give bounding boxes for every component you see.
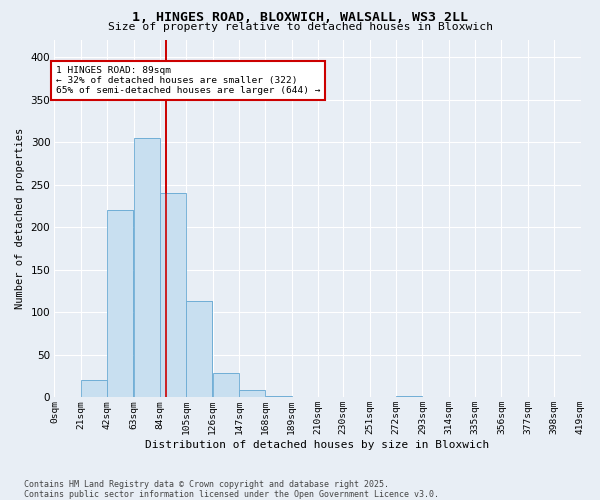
Bar: [239, 390, 265, 397]
Bar: [266, 396, 292, 397]
Y-axis label: Number of detached properties: Number of detached properties: [15, 128, 25, 309]
Bar: [213, 374, 239, 397]
Bar: [396, 396, 422, 397]
Bar: [81, 380, 107, 397]
Bar: [160, 193, 186, 397]
Bar: [160, 193, 186, 397]
Bar: [239, 390, 265, 397]
Bar: [266, 396, 292, 397]
Bar: [213, 374, 239, 397]
Text: Contains HM Land Registry data © Crown copyright and database right 2025.
Contai: Contains HM Land Registry data © Crown c…: [24, 480, 439, 499]
Text: Size of property relative to detached houses in Bloxwich: Size of property relative to detached ho…: [107, 22, 493, 32]
Text: 1 HINGES ROAD: 89sqm
← 32% of detached houses are smaller (322)
65% of semi-deta: 1 HINGES ROAD: 89sqm ← 32% of detached h…: [56, 66, 320, 96]
Bar: [396, 396, 422, 397]
Bar: [107, 210, 133, 397]
X-axis label: Distribution of detached houses by size in Bloxwich: Distribution of detached houses by size …: [145, 440, 490, 450]
Bar: [107, 210, 133, 397]
Bar: [81, 380, 107, 397]
Bar: [134, 138, 160, 397]
Bar: [187, 301, 212, 397]
Text: 1, HINGES ROAD, BLOXWICH, WALSALL, WS3 2LL: 1, HINGES ROAD, BLOXWICH, WALSALL, WS3 2…: [132, 11, 468, 24]
Bar: [187, 301, 212, 397]
Bar: [134, 138, 160, 397]
